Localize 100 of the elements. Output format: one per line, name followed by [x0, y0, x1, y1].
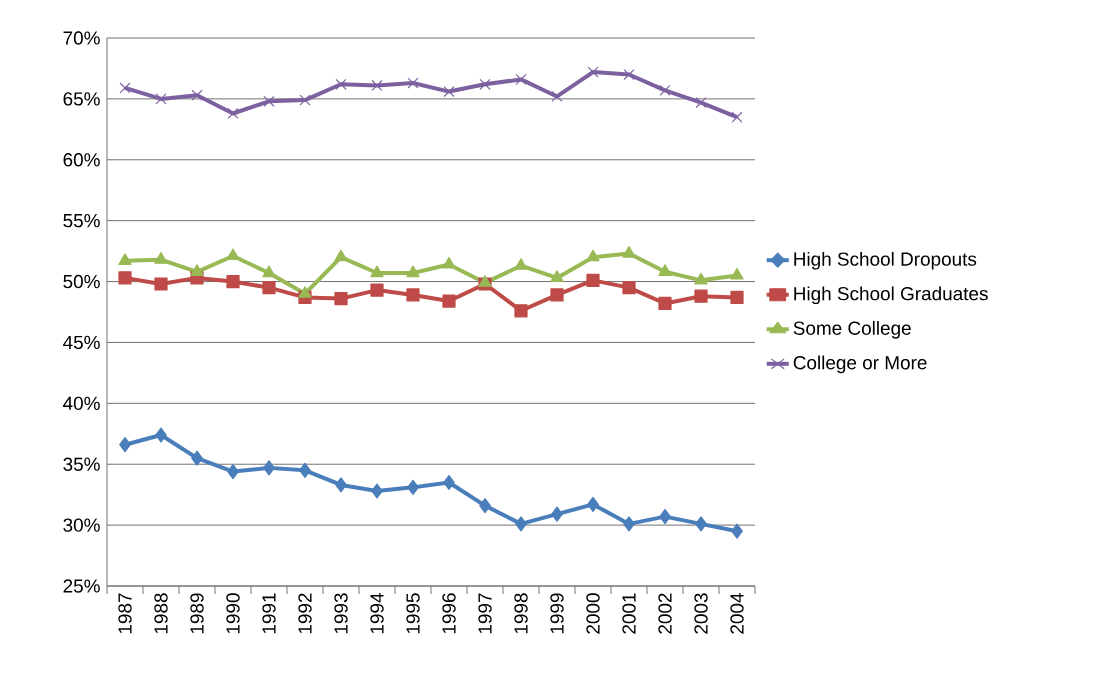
point: [658, 264, 672, 276]
point: [731, 523, 743, 539]
point: [407, 479, 419, 495]
point: [299, 94, 311, 106]
x-tick-label: 1998: [514, 593, 528, 634]
x-tick-label: 2004: [730, 593, 744, 634]
point: [119, 82, 131, 94]
x-tick-label: 1990: [226, 593, 240, 634]
x-tick-label: 1987: [118, 593, 132, 634]
point: [731, 111, 743, 123]
point: [335, 477, 347, 493]
point: [371, 483, 383, 499]
x-tick-label: 1993: [334, 593, 348, 634]
x-tick-label: 2003: [694, 593, 708, 634]
point: [406, 265, 420, 278]
point: [299, 462, 311, 478]
point: [695, 516, 707, 532]
point: [694, 289, 708, 303]
point: [443, 474, 455, 491]
point: [119, 437, 131, 453]
point: [515, 73, 527, 85]
point: [622, 281, 636, 295]
point: [586, 273, 600, 287]
point: [695, 96, 707, 109]
x-tick-label: 2002: [658, 593, 672, 634]
point: [586, 249, 600, 262]
y-tick-label: 70%: [63, 31, 100, 45]
point: [730, 290, 744, 304]
point: [659, 84, 671, 96]
point: [514, 258, 528, 270]
point: [406, 288, 420, 302]
x-tick-label: 1996: [442, 593, 456, 634]
x-tick-label: 1997: [478, 593, 492, 634]
point: [335, 78, 347, 90]
point: [154, 252, 168, 264]
point: [550, 270, 564, 282]
point: [658, 296, 672, 311]
x-tick-label: 1994: [370, 593, 384, 634]
x-tick-label: 2001: [622, 593, 636, 634]
point: [587, 496, 599, 513]
point: [227, 107, 239, 120]
point: [659, 508, 671, 525]
point: [478, 275, 492, 287]
y-tick-label: 50%: [63, 274, 100, 289]
point: [334, 249, 348, 262]
point: [190, 264, 204, 276]
point: [442, 294, 456, 308]
point: [154, 277, 168, 291]
legend-label: College or More: [793, 355, 927, 374]
point: [442, 256, 456, 269]
x-tick-label: 1988: [154, 593, 168, 634]
x-tick-label: 1989: [190, 593, 204, 634]
point: [622, 245, 636, 258]
point: [623, 516, 635, 532]
point: [479, 78, 491, 90]
point: [694, 272, 708, 285]
x-tick-label: 1992: [298, 593, 312, 634]
point: [191, 450, 203, 466]
point: [155, 427, 167, 443]
point: [550, 288, 564, 302]
point: [515, 516, 527, 532]
legend-label: Some College: [793, 320, 911, 339]
point: [443, 86, 455, 98]
y-tick-label: 45%: [63, 335, 100, 350]
y-tick-label: 60%: [63, 153, 100, 167]
y-tick-label: 65%: [63, 92, 100, 106]
x-tick-label: 1995: [406, 593, 420, 634]
point: [551, 90, 563, 102]
legend-label: High School Dropouts: [794, 251, 977, 270]
point: [226, 248, 240, 261]
legend-label: High School Graduates: [794, 286, 988, 305]
point: [514, 304, 528, 318]
point: [191, 89, 203, 101]
point: [298, 286, 312, 298]
point: [407, 77, 419, 89]
point: [334, 292, 348, 306]
y-tick-label: 55%: [63, 214, 100, 228]
point: [155, 93, 167, 105]
point: [370, 265, 384, 278]
point: [730, 267, 744, 280]
point: [227, 463, 239, 480]
point: [226, 274, 240, 289]
point: [551, 506, 563, 522]
x-tick-label: 2000: [586, 593, 600, 634]
point: [118, 271, 132, 285]
y-tick-label: 30%: [63, 518, 100, 532]
point: [479, 498, 491, 514]
point: [587, 66, 599, 78]
x-tick-label: 1999: [550, 593, 564, 634]
point: [263, 460, 275, 476]
point: [262, 265, 276, 278]
point: [370, 283, 384, 297]
y-tick-label: 25%: [63, 579, 100, 593]
y-tick-label: 40%: [63, 396, 100, 411]
point: [262, 281, 276, 295]
point: [118, 253, 132, 265]
x-tick-label: 1991: [262, 593, 276, 634]
point: [371, 79, 383, 92]
y-tick-label: 35%: [63, 457, 100, 471]
point: [263, 95, 275, 107]
